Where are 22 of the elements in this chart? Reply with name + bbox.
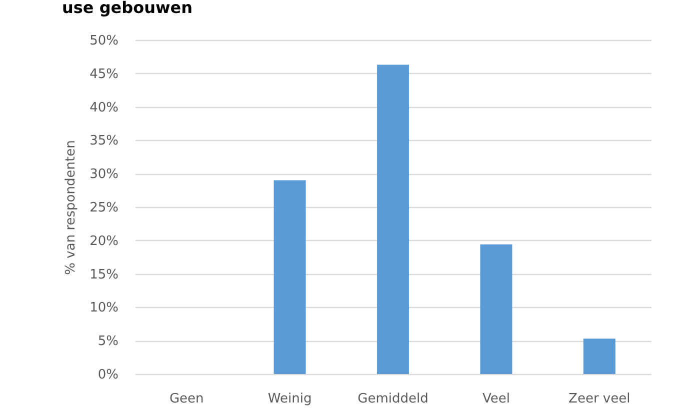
chart-title: use gebouwen (62, 0, 192, 17)
y-tick-label: 15% (90, 267, 118, 282)
y-tick-label: 35% (90, 134, 118, 149)
bar (480, 244, 512, 374)
x-tick-label: Weinig (268, 392, 312, 406)
y-tick-label: 45% (90, 66, 118, 82)
x-tick-label: Zeer veel (568, 392, 630, 406)
y-tick-label: 20% (90, 234, 118, 249)
y-tick-label: 5% (98, 334, 118, 350)
y-tick-label: 10% (90, 300, 118, 316)
y-tick-label: 30% (90, 167, 118, 182)
x-tick-label: Geen (169, 392, 204, 406)
y-axis-title: % van respondenten (64, 140, 79, 275)
y-tick-label: 40% (90, 100, 118, 116)
y-tick-label: 50% (90, 34, 118, 48)
x-tick-label: Gemiddeld (358, 392, 428, 406)
y-tick-label: 25% (90, 200, 118, 216)
y-tick-label: 0% (98, 368, 118, 382)
bar (274, 180, 306, 374)
x-tick-label: Veel (482, 392, 510, 406)
bar (377, 64, 409, 374)
bar (583, 338, 616, 374)
